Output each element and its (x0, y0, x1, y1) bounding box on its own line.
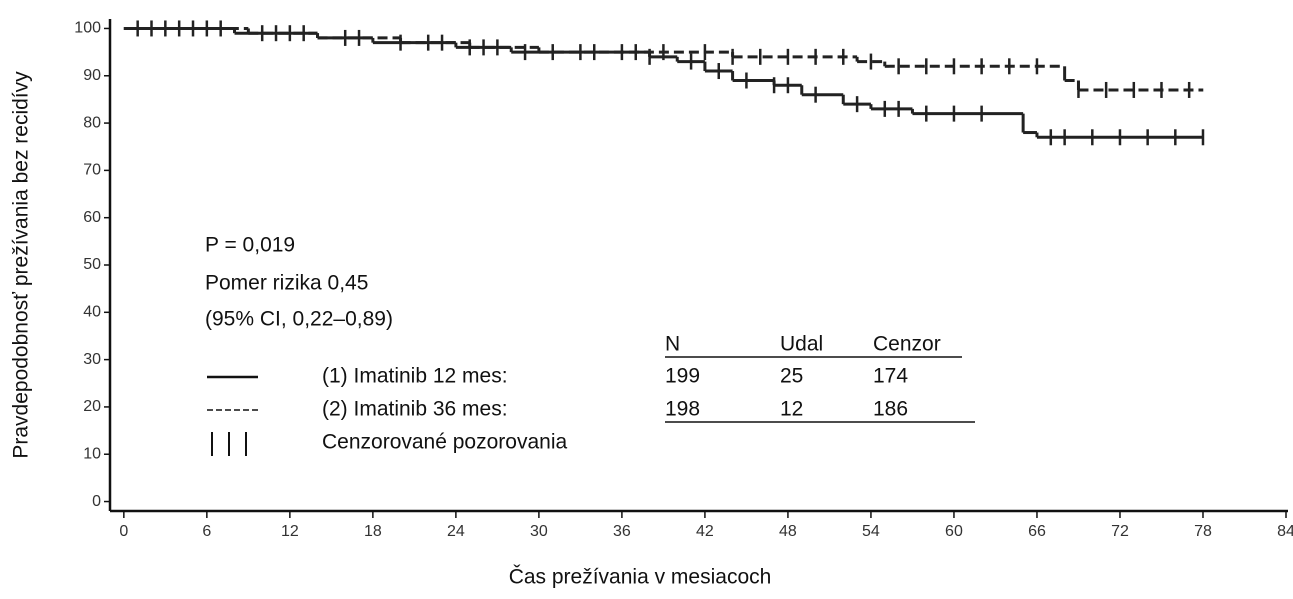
y-tick-label: 60 (83, 209, 101, 226)
x-tick-label: 66 (1028, 523, 1046, 540)
y-tick-label: 100 (74, 20, 101, 37)
legend-label: (2) Imatinib 36 mes: (322, 398, 508, 421)
x-tick-label: 42 (696, 523, 714, 540)
table-header: Cenzor (873, 333, 941, 356)
x-tick-label: 84 (1277, 523, 1293, 540)
table-header: N (665, 333, 680, 356)
y-tick-label: 0 (92, 493, 101, 510)
y-tick-label: 70 (83, 162, 101, 179)
y-tick-label: 50 (83, 256, 101, 273)
y-axis-label: Pravdepodobnosť prežívania bez recidívy (10, 71, 33, 459)
y-tick-label: 20 (83, 398, 101, 415)
legend-censor (211, 432, 247, 456)
x-tick-label: 12 (281, 523, 299, 540)
x-tick-label: 24 (447, 523, 465, 540)
y-tick-label: 40 (83, 304, 101, 321)
x-tick-label: 54 (862, 523, 880, 540)
x-tick-label: 48 (779, 523, 797, 540)
x-tick-label: 18 (364, 523, 382, 540)
y-tick-label: 80 (83, 114, 101, 131)
table-cell: 199 (665, 365, 700, 388)
legend-label: Cenzorované pozorovania (322, 431, 567, 454)
x-tick-label: 6 (202, 523, 211, 540)
y-tick-label: 30 (83, 351, 101, 368)
y-tick-label: 10 (83, 445, 101, 462)
x-tick-label: 60 (945, 523, 963, 540)
x-tick-label: 72 (1111, 523, 1129, 540)
x-tick-label: 0 (119, 523, 128, 540)
legend-label: (1) Imatinib 12 mes: (322, 365, 508, 388)
annotation: P = 0,019 (205, 234, 295, 257)
annotation: (95% CI, 0,22–0,89) (205, 308, 393, 331)
table-cell: 12 (780, 398, 803, 421)
table-cell: 174 (873, 365, 908, 388)
x-tick-label: 78 (1194, 523, 1212, 540)
table-cell: 25 (780, 365, 803, 388)
x-tick-label: 36 (613, 523, 631, 540)
table-cell: 186 (873, 398, 908, 421)
table-header: Udal (780, 333, 823, 356)
table-cell: 198 (665, 398, 700, 421)
annotation: Pomer rizika 0,45 (205, 272, 368, 295)
y-tick-label: 90 (83, 67, 101, 84)
x-axis-label: Čas prežívania v mesiacoch (509, 566, 772, 589)
x-tick-label: 30 (530, 523, 548, 540)
